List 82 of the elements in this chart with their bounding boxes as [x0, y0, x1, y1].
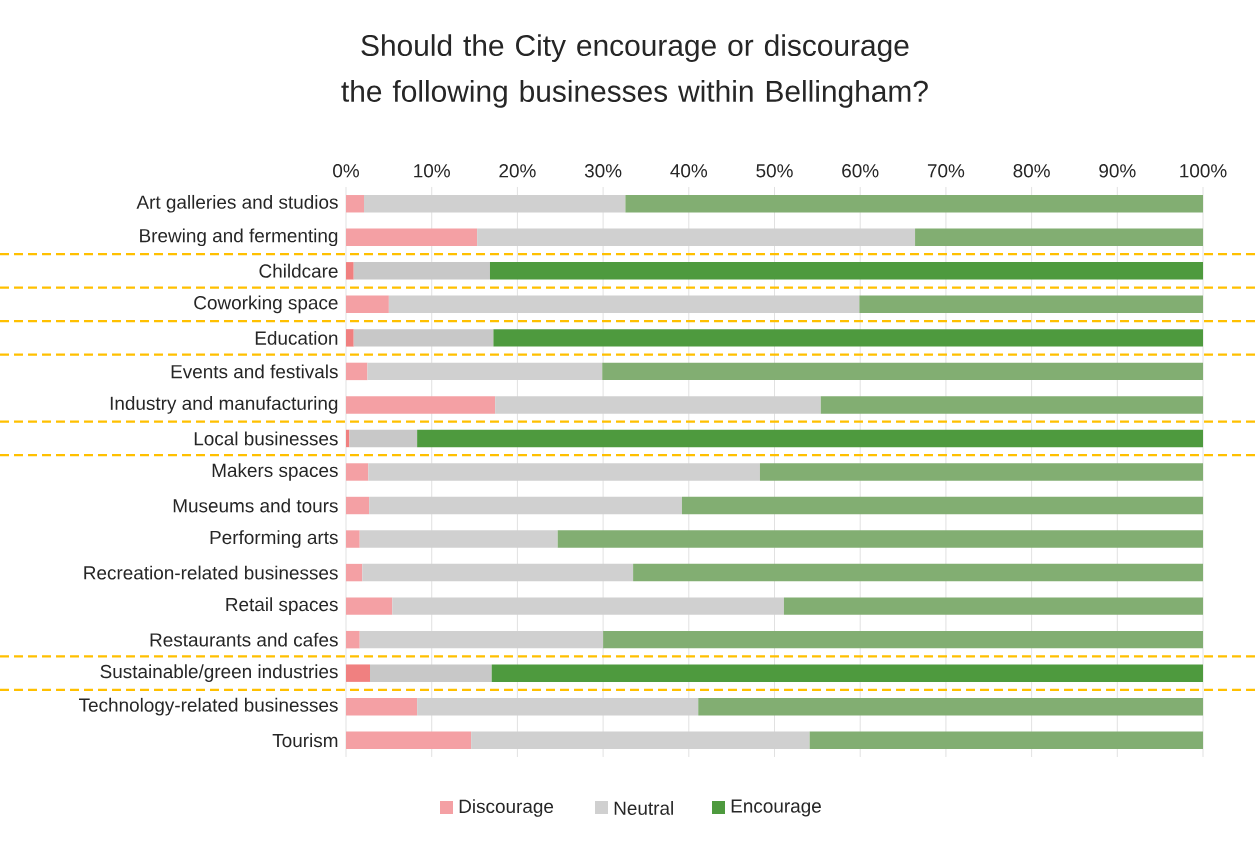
- bar: [346, 697, 418, 716]
- y-tick-label: Recreation-related businesses: [84, 565, 338, 580]
- bar: [346, 329, 354, 347]
- bar: [346, 630, 360, 649]
- y-tick-label: Sustainable/green industries: [100, 664, 338, 682]
- x-tick-label: 20%: [499, 164, 536, 178]
- bar: [633, 563, 1204, 582]
- bar: [353, 329, 494, 347]
- y-tick-label: Technology-related businesses: [79, 697, 338, 716]
- legend-label: Discourage: [459, 799, 554, 817]
- bar: [359, 530, 558, 548]
- legend-label: Neutral: [614, 801, 673, 815]
- bar: [346, 563, 363, 582]
- x-tick-label: 10%: [414, 164, 450, 178]
- bar: [759, 463, 1204, 481]
- x-tick-label: 60%: [842, 164, 879, 178]
- bar: [392, 597, 784, 615]
- bar: [698, 697, 1204, 716]
- y-tick-label: Local businesses: [194, 431, 338, 446]
- bar: [346, 228, 478, 246]
- bar: [346, 496, 370, 515]
- legend-label: Encourage: [731, 799, 821, 817]
- bar: [388, 295, 860, 314]
- y-tick-label: Art galleries and studios: [136, 194, 338, 213]
- x-tick-label: 90%: [1099, 164, 1136, 178]
- y-tick-label: Education: [255, 330, 338, 345]
- bar: [370, 664, 492, 682]
- bar: [603, 630, 1204, 649]
- bar: [346, 664, 370, 682]
- bar: [915, 228, 1204, 246]
- y-tick-label: Brewing and fermenting: [140, 228, 338, 247]
- bar: [346, 463, 369, 481]
- bar: [346, 295, 389, 314]
- y-tick-label: Childcare: [259, 263, 338, 278]
- bar: [346, 530, 360, 548]
- bar: [346, 362, 368, 381]
- bar: [681, 496, 1204, 515]
- bar: [368, 463, 760, 481]
- bar: [783, 597, 1204, 615]
- bar: [362, 563, 634, 582]
- y-tick-label: Coworking space: [194, 295, 338, 314]
- bar: [346, 731, 472, 749]
- bar: [495, 396, 821, 414]
- bar: [367, 362, 603, 381]
- y-tick-label: Events and festivals: [171, 364, 338, 379]
- y-tick-label: Retail spaces: [226, 597, 338, 615]
- bar: [809, 731, 1204, 749]
- x-tick-label: 50%: [756, 164, 793, 178]
- y-tick-label: Restaurants and cafes: [150, 632, 338, 647]
- bar: [489, 262, 1204, 280]
- bar: [346, 262, 354, 280]
- y-tick-label: Museums and tours: [173, 498, 338, 513]
- bar: [625, 195, 1204, 213]
- bar: [471, 731, 810, 749]
- bar: [602, 362, 1204, 381]
- x-tick-label: 0%: [333, 164, 360, 178]
- bar: [557, 530, 1204, 548]
- bar: [353, 262, 490, 280]
- bar: [493, 329, 1204, 347]
- bar: [820, 396, 1204, 414]
- x-tick-label: 80%: [1013, 164, 1050, 178]
- x-tick-label: 40%: [670, 164, 708, 178]
- bar: [346, 597, 393, 615]
- bar: [369, 496, 682, 515]
- bar: [359, 630, 604, 649]
- y-tick-label: Makers spaces: [212, 463, 338, 481]
- bar: [477, 228, 916, 246]
- y-tick-label: Tourism: [272, 733, 338, 748]
- bar: [349, 429, 418, 448]
- bar: [491, 664, 1204, 682]
- y-tick-label: Industry and manufacturing: [110, 396, 338, 414]
- bar: [364, 195, 626, 213]
- bar: [417, 697, 699, 716]
- bar: [346, 195, 365, 213]
- x-tick-label: 70%: [927, 164, 965, 178]
- y-tick-label: Performing arts: [210, 530, 338, 548]
- chart-title: Should the City encourage or discourage the following businesses within Bellingham?: [341, 34, 928, 108]
- bar: [417, 429, 1204, 448]
- bar: [346, 396, 496, 414]
- bar: [859, 295, 1204, 314]
- x-tick-label: 30%: [584, 164, 622, 178]
- x-tick-label: 100%: [1180, 164, 1227, 178]
